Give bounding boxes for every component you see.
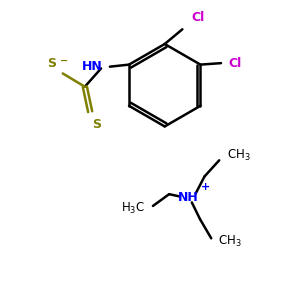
Text: S: S xyxy=(47,57,56,70)
Text: +: + xyxy=(201,182,210,192)
Text: NH: NH xyxy=(178,190,199,204)
Text: S: S xyxy=(92,118,101,130)
Text: Cl: Cl xyxy=(228,57,242,70)
Text: −: − xyxy=(60,56,68,66)
Text: Cl: Cl xyxy=(191,11,205,24)
Text: H$_3$C: H$_3$C xyxy=(122,201,146,216)
Text: CH$_3$: CH$_3$ xyxy=(226,148,250,164)
Text: CH$_3$: CH$_3$ xyxy=(218,234,242,249)
Text: HN: HN xyxy=(82,60,103,73)
